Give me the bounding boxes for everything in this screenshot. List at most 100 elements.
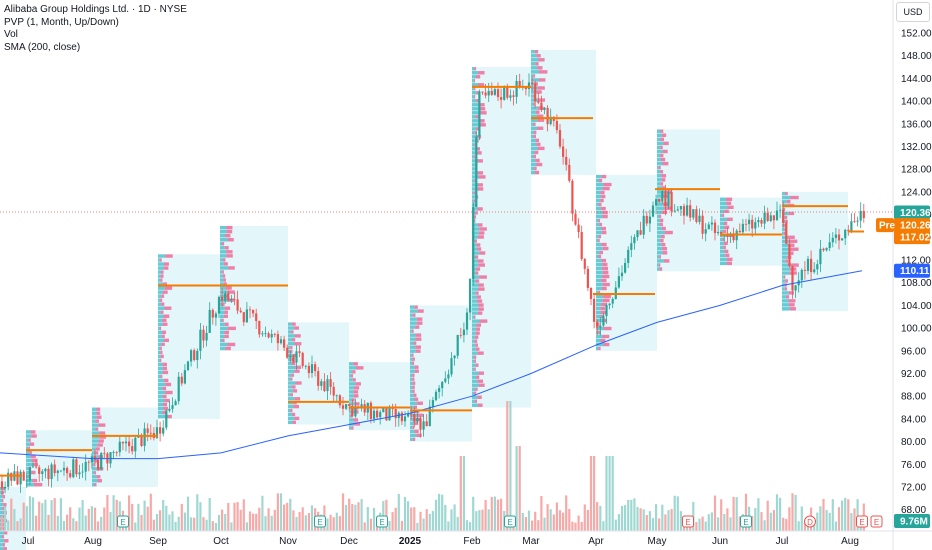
profile-bar-down (477, 351, 484, 355)
profile-bar-down (353, 394, 359, 398)
candle-body (279, 339, 283, 344)
profile-bar-up (472, 359, 475, 363)
volume-bar (465, 520, 469, 531)
profile-bar-down (161, 334, 165, 339)
candle-body (335, 395, 338, 397)
profile-bar-down (477, 187, 484, 191)
profile-bar-down (473, 95, 476, 99)
volume-bar (438, 493, 441, 531)
candle-body (686, 205, 689, 216)
profile-bar-down (354, 422, 361, 426)
profile-bar-down (661, 247, 668, 251)
volume-bar (360, 499, 363, 531)
volume-bar (252, 513, 255, 531)
profile-bar-down (294, 416, 300, 421)
earnings-event-icon[interactable] (117, 515, 129, 528)
profile-bar-up (657, 214, 660, 219)
volume-bar (400, 520, 403, 531)
event-letter: D (807, 518, 813, 527)
profile-bar-up (158, 342, 162, 347)
dividend-event-icon[interactable] (804, 515, 816, 528)
volume-bar (87, 508, 90, 531)
profile-bar-up (288, 330, 292, 334)
profile-bar-down (162, 330, 167, 335)
profile-bar-up (596, 250, 600, 255)
earnings-event-icon[interactable] (376, 515, 388, 528)
candle-body (825, 248, 828, 251)
profile-bar-up (472, 399, 475, 403)
earnings-event-icon[interactable] (682, 515, 694, 528)
candle-body (472, 207, 475, 279)
profile-bar-up (158, 414, 166, 419)
profile-bar-down (659, 255, 662, 259)
profile-bar-down (789, 307, 796, 311)
profile-bar-up (410, 369, 415, 373)
profile-bar-up (220, 310, 225, 314)
profile-bar-up (92, 463, 94, 467)
profile-bar-down (95, 451, 99, 455)
profile-bar-up (410, 333, 416, 337)
profile-bar-up (720, 257, 727, 262)
profile-bar-down (1, 499, 4, 503)
candle-body (692, 209, 695, 218)
candle-body (806, 258, 810, 271)
profile-bar-up (472, 167, 476, 171)
volume-bar (428, 513, 431, 531)
profile-bar-up (657, 165, 659, 170)
profile-bar-down (475, 335, 479, 339)
symbol-title[interactable]: Alibaba Group Holdings Ltd. · 1D · NYSE (4, 4, 187, 15)
event-letter: E (685, 518, 690, 527)
profile-bar-down (221, 270, 224, 274)
profile-bar-down (785, 279, 788, 283)
profile-bar-down (537, 118, 545, 122)
candle-body (168, 408, 171, 411)
profile-bar-down (473, 199, 476, 203)
candle-body (258, 321, 261, 335)
candle-body (416, 417, 419, 422)
time-tick-label: Apr (588, 536, 604, 547)
sma-indicator-label[interactable]: SMA (200, close) (4, 41, 81, 53)
earnings-event-icon[interactable] (740, 515, 752, 528)
profile-bar-up (26, 470, 31, 475)
earnings-event-icon[interactable] (856, 515, 868, 528)
volume-bar (521, 512, 524, 531)
profile-bar-up (596, 206, 601, 211)
volume-indicator-label[interactable]: Vol (4, 29, 18, 40)
price-tick-label: 92.00 (901, 369, 926, 380)
profile-bar-up (596, 254, 599, 259)
volume-bar (286, 502, 289, 531)
price-tick-label: 68.00 (901, 505, 926, 516)
profile-bar-up (158, 362, 163, 367)
volume-bar (434, 499, 438, 531)
profile-bar-down (790, 247, 799, 251)
earnings-event-icon[interactable] (314, 515, 326, 528)
volume-bar (478, 510, 481, 531)
candle-body (487, 90, 490, 96)
candle-body (56, 470, 59, 474)
profile-bar-up (472, 147, 476, 151)
volume-bar (738, 516, 741, 531)
volume-bar (236, 502, 239, 531)
candle-body (7, 472, 10, 487)
currency-button[interactable]: USD (896, 2, 930, 22)
pvp-indicator-label[interactable]: PVP (1, Month, Up/Down) (4, 16, 119, 28)
profile-bar-down (474, 67, 477, 71)
earnings-event-icon[interactable] (504, 515, 516, 528)
profile-bar-up (782, 267, 790, 271)
profile-bar-up (531, 118, 538, 122)
volume-bar (103, 507, 106, 531)
volume-bar (490, 496, 493, 531)
profile-bar-down (160, 278, 163, 282)
sma-200-line (0, 270, 863, 460)
profile-bar-up (158, 366, 163, 371)
profile-bar-up (596, 282, 603, 287)
profile-bar-up (472, 83, 478, 87)
candle-body (149, 432, 152, 434)
earnings-event-icon[interactable] (870, 515, 883, 528)
candle-body (422, 421, 425, 430)
candle-body (834, 234, 837, 238)
time-axis[interactable]: Jul Aug Sep Oct Nov Dec 2025 Feb Mar Apr May Jun Jul… (22, 536, 859, 547)
